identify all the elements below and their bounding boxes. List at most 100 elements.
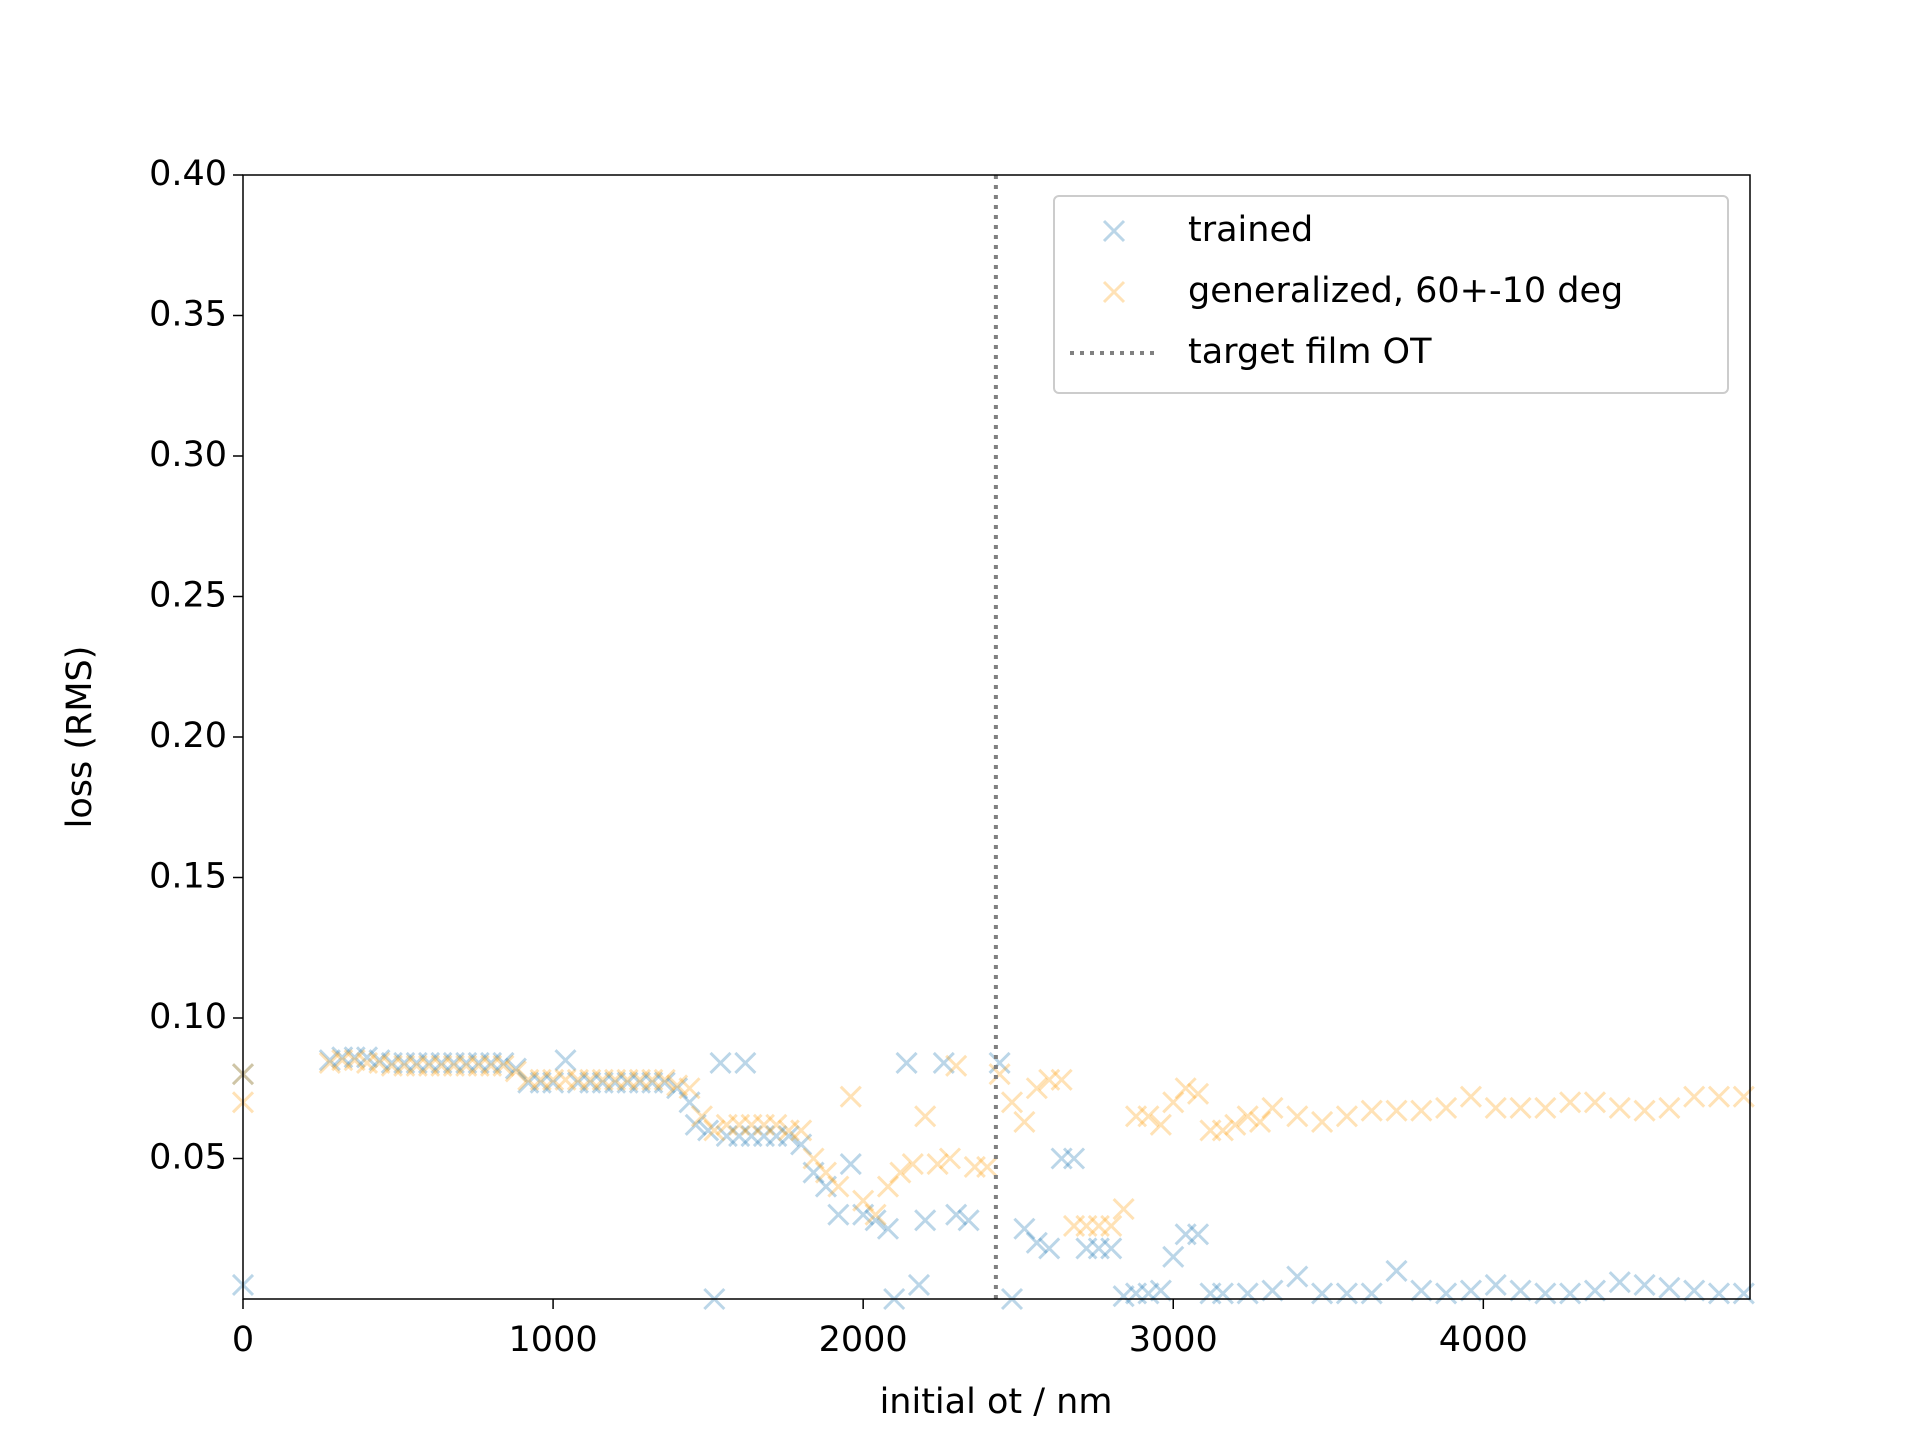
point — [591, 1068, 614, 1091]
point — [467, 1054, 490, 1077]
point — [1224, 1113, 1247, 1136]
point — [901, 1153, 924, 1176]
point — [318, 1049, 341, 1072]
point — [945, 1054, 968, 1077]
point — [790, 1119, 813, 1142]
legend-marker — [1102, 219, 1126, 243]
x-tick-label: 2000 — [819, 1320, 908, 1360]
point — [529, 1071, 552, 1094]
point — [1311, 1282, 1334, 1305]
point — [417, 1051, 441, 1075]
point — [1062, 1147, 1086, 1170]
point — [355, 1046, 379, 1069]
point — [1633, 1273, 1656, 1297]
point — [343, 1049, 366, 1072]
point — [690, 1105, 713, 1128]
point — [1050, 1068, 1073, 1091]
point — [430, 1054, 453, 1077]
point — [430, 1051, 453, 1075]
point — [616, 1071, 639, 1094]
point — [976, 1155, 999, 1178]
point — [666, 1077, 689, 1100]
point — [1013, 1217, 1036, 1240]
point — [864, 1209, 887, 1232]
point — [1658, 1096, 1681, 1119]
point — [1608, 1096, 1631, 1119]
point — [480, 1054, 503, 1077]
point — [1509, 1096, 1532, 1119]
x-tick-label: 4000 — [1439, 1320, 1528, 1360]
point — [1732, 1085, 1755, 1108]
point — [684, 1113, 707, 1136]
point — [963, 1155, 986, 1178]
point — [715, 1124, 738, 1148]
point — [1559, 1091, 1582, 1114]
point — [1100, 1214, 1123, 1238]
point — [1199, 1282, 1222, 1305]
point — [393, 1051, 416, 1075]
point — [1000, 1091, 1024, 1114]
series — [231, 1046, 1755, 1311]
point — [628, 1068, 651, 1091]
x-tick-label: 0 — [232, 1320, 254, 1360]
point — [1360, 1099, 1383, 1122]
point — [1124, 1105, 1148, 1128]
point — [914, 1209, 937, 1232]
point — [1236, 1282, 1259, 1305]
point — [504, 1060, 527, 1083]
point — [1087, 1237, 1110, 1260]
point — [579, 1071, 602, 1094]
point — [554, 1068, 577, 1091]
y-tick-label: 0.25 — [149, 576, 227, 616]
point — [1186, 1223, 1210, 1246]
point — [628, 1071, 651, 1094]
point — [331, 1046, 354, 1069]
point — [852, 1189, 875, 1212]
point — [604, 1068, 627, 1091]
point — [1149, 1279, 1172, 1302]
point — [1174, 1077, 1197, 1100]
legend-label: generalized, 60+-10 deg — [1188, 271, 1623, 311]
point — [1236, 1105, 1259, 1128]
point — [517, 1068, 540, 1091]
point — [1435, 1282, 1458, 1305]
point — [740, 1113, 763, 1136]
x-tick-label: 3000 — [1129, 1320, 1218, 1360]
point — [1062, 1214, 1086, 1238]
point — [988, 1051, 1011, 1075]
point — [814, 1175, 838, 1198]
point — [480, 1051, 503, 1075]
point — [895, 1051, 918, 1075]
y-tick-label: 0.40 — [149, 154, 227, 194]
point — [1311, 1110, 1334, 1134]
plot-frame — [242, 174, 1751, 1300]
point — [715, 1113, 738, 1136]
point — [393, 1054, 416, 1077]
point — [765, 1124, 788, 1148]
point — [765, 1113, 788, 1136]
point — [1075, 1237, 1098, 1260]
point — [1286, 1105, 1309, 1128]
point — [889, 1161, 912, 1184]
point — [709, 1051, 732, 1075]
point — [1124, 1282, 1148, 1305]
point — [492, 1051, 515, 1075]
point — [579, 1068, 602, 1091]
point — [802, 1161, 825, 1184]
point — [1038, 1237, 1061, 1260]
point — [1608, 1271, 1631, 1294]
y-tick-label: 0.20 — [149, 716, 227, 756]
point — [1360, 1282, 1383, 1305]
point — [1410, 1279, 1433, 1302]
legend-label: target film OT — [1188, 332, 1432, 372]
point — [907, 1273, 931, 1297]
point — [653, 1068, 676, 1091]
point — [517, 1071, 540, 1094]
point — [852, 1203, 875, 1226]
point — [926, 1153, 949, 1176]
point — [455, 1054, 478, 1077]
point — [1211, 1119, 1234, 1142]
point — [777, 1119, 800, 1142]
point — [1137, 1282, 1160, 1305]
